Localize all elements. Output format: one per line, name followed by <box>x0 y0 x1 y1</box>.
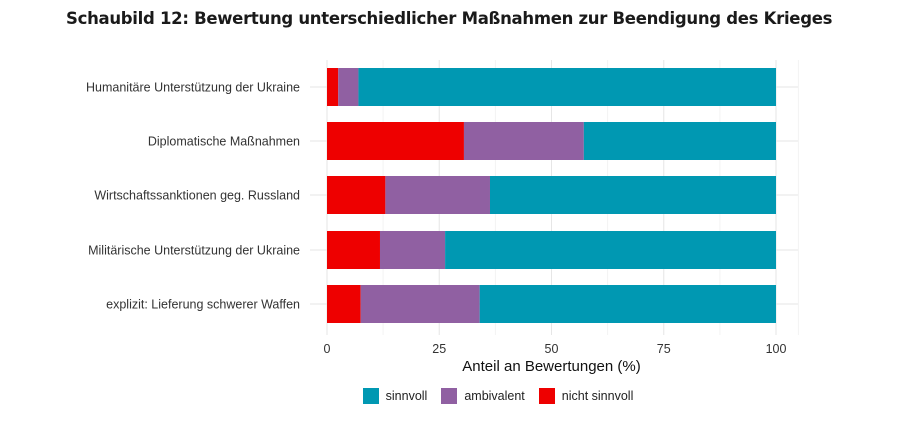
x-tick-label: 25 <box>432 342 446 356</box>
bar-segment <box>445 231 776 269</box>
bar-segment <box>327 122 464 160</box>
bar-segment <box>360 285 480 323</box>
category-labels: Humanitäre Unterstützung der Ukraine Dipl… <box>86 81 300 312</box>
x-tick-labels: 0 25 50 75 100 <box>324 342 787 356</box>
x-tick-label: 75 <box>657 342 671 356</box>
legend-label: ambivalent <box>464 389 525 403</box>
bar-segment <box>463 122 584 160</box>
category-label: Humanitäre Unterstützung der Ukraine <box>86 81 300 95</box>
legend-label: sinnvoll <box>385 389 428 403</box>
chart-title: Schaubild 12: Bewertung unterschiedliche… <box>66 9 833 28</box>
legend-item: ambivalent <box>441 388 525 404</box>
bar-segment <box>327 68 339 106</box>
category-label: explizit: Lieferung schwerer Waffen <box>106 298 300 312</box>
x-axis-title: Anteil an Bewertungen (%) <box>462 358 640 375</box>
legend-item: nicht sinnvoll <box>538 388 634 404</box>
category-label: Diplomatische Maßnahmen <box>148 135 300 149</box>
bar-segment <box>489 176 776 214</box>
bar-segment <box>327 285 361 323</box>
legend-swatch <box>538 388 555 404</box>
bar-segment <box>338 68 359 106</box>
legend: sinnvoll ambivalent nicht sinnvoll <box>0 388 900 404</box>
x-tick-label: 0 <box>324 342 331 356</box>
x-tick-label: 50 <box>545 342 559 356</box>
bar-segment <box>358 68 776 106</box>
legend-swatch <box>362 388 379 404</box>
bar-segment <box>327 176 386 214</box>
bar-segment <box>479 285 776 323</box>
legend-item: sinnvoll <box>362 388 428 404</box>
bar-segment <box>379 231 446 269</box>
bar-segment <box>385 176 490 214</box>
x-tick-label: 100 <box>766 342 787 356</box>
category-label: Wirtschaftssanktionen geg. Russland <box>94 189 300 203</box>
bars-layer <box>327 68 776 323</box>
bar-segment <box>327 231 380 269</box>
bar-segment <box>583 122 776 160</box>
category-label: Militärische Unterstützung der Ukraine <box>88 244 300 258</box>
legend-label: nicht sinnvoll <box>561 389 634 403</box>
legend-swatch <box>441 388 458 404</box>
